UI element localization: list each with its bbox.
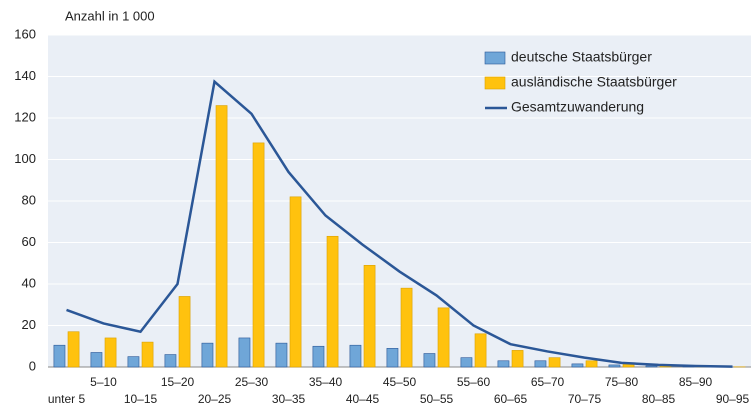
bar <box>275 342 288 368</box>
x-tick-label: 45–50 <box>383 375 417 389</box>
bar <box>460 357 473 368</box>
x-tick-label: 25–30 <box>235 375 269 389</box>
bar <box>497 360 510 368</box>
legend-label: Gesamtzuwanderung <box>511 99 644 115</box>
bar <box>252 142 265 368</box>
bar <box>645 365 658 368</box>
x-tick-label: 80–85 <box>642 392 676 406</box>
x-tick-label: unter 5 <box>48 392 86 406</box>
x-tick-label: 50–55 <box>420 392 454 406</box>
x-tick-label: 65–70 <box>531 375 565 389</box>
y-tick-label: 120 <box>14 109 36 124</box>
bar <box>474 333 487 368</box>
legend-label: ausländische Staatsbürger <box>511 74 677 90</box>
bar <box>141 341 154 368</box>
x-tick-label: 20–25 <box>198 392 232 406</box>
bar <box>423 353 436 368</box>
bar <box>571 363 584 368</box>
bar <box>349 344 362 368</box>
bar <box>534 360 547 368</box>
x-tick-label: 40–45 <box>346 392 380 406</box>
bar <box>53 344 66 368</box>
bar <box>104 337 117 368</box>
x-tick-label: 5–10 <box>90 375 117 389</box>
bar <box>585 360 598 368</box>
x-tick-label: 30–35 <box>272 392 306 406</box>
bar <box>90 352 103 368</box>
x-tick-label: 70–75 <box>568 392 602 406</box>
y-tick-label: 20 <box>22 317 36 332</box>
y-tick-label: 40 <box>22 275 36 290</box>
bar <box>238 337 251 368</box>
y-tick-label: 100 <box>14 151 36 166</box>
y-tick-label: 80 <box>22 192 36 207</box>
y-tick-label: 60 <box>22 234 36 249</box>
x-tick-label: 60–65 <box>494 392 528 406</box>
bar <box>127 356 140 368</box>
bar <box>437 307 450 368</box>
legend-swatch <box>484 76 506 90</box>
bar <box>548 357 561 368</box>
legend-swatch <box>484 51 506 65</box>
bar <box>312 345 325 368</box>
x-tick-label: 10–15 <box>124 392 158 406</box>
bar <box>386 348 399 368</box>
y-axis-title: Anzahl in 1 000 <box>65 8 155 23</box>
bar <box>215 105 228 368</box>
line <box>66 79 733 368</box>
bar <box>400 287 413 368</box>
bar <box>178 296 191 368</box>
bar <box>608 364 621 368</box>
bar <box>363 265 376 368</box>
x-tick-label: 90–95 <box>716 392 750 406</box>
bar <box>67 331 80 368</box>
legend-label: deutsche Staatsbürger <box>511 49 652 65</box>
x-tick-label: 85–90 <box>679 375 713 389</box>
bar <box>201 342 214 368</box>
x-tick-label: 75–80 <box>605 375 639 389</box>
x-tick-label: 15–20 <box>161 375 195 389</box>
y-tick-label: 0 <box>29 358 36 373</box>
y-tick-label: 160 <box>14 26 36 41</box>
bar <box>164 354 177 368</box>
bar <box>326 235 339 368</box>
y-tick-label: 140 <box>14 68 36 83</box>
bar <box>511 350 524 368</box>
x-tick-label: 35–40 <box>309 375 343 389</box>
bar <box>289 196 302 368</box>
x-tick-label: 55–60 <box>457 375 491 389</box>
